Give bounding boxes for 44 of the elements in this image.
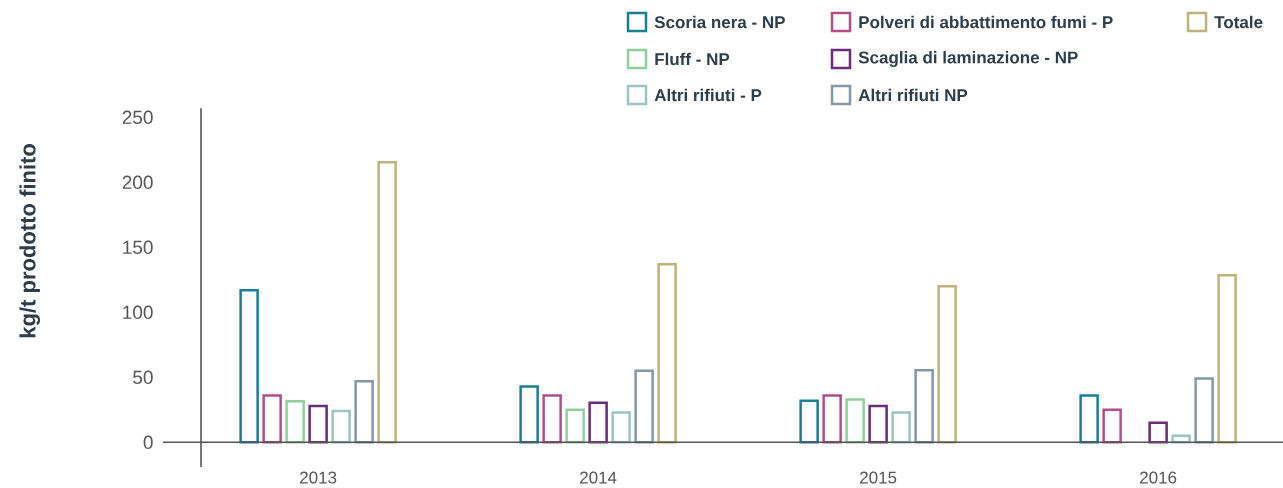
bar (634, 369, 654, 444)
bar (914, 368, 934, 444)
bar (377, 160, 397, 444)
bar (542, 394, 562, 444)
y-tick-label: 50 (133, 370, 153, 385)
legend-label: Totale (1214, 15, 1263, 29)
legend-label: Scaglia di laminazione - NP (858, 51, 1078, 67)
bar (262, 394, 282, 444)
y-tick-label: 0 (143, 435, 153, 450)
legend-label: Altri rifiuti NP (858, 88, 968, 102)
bar (354, 379, 374, 444)
bar (1102, 408, 1122, 444)
legend-label: Polveri di abbattimento fumi - P (859, 15, 1113, 29)
bar (657, 262, 677, 444)
x-tick-label: 2013 (300, 471, 337, 484)
bar (331, 409, 351, 444)
bar (1079, 394, 1099, 444)
legend-label: Scoria nera - NP (654, 15, 785, 29)
bar (1148, 421, 1168, 444)
bar (799, 399, 819, 444)
x-tick-label: 2015 (860, 471, 897, 484)
bar (565, 408, 585, 444)
y-tick-label: 150 (123, 240, 153, 255)
bar (822, 394, 842, 444)
bar (285, 400, 305, 444)
bar (1194, 377, 1214, 444)
bar (308, 404, 328, 444)
y-tick-label: 100 (123, 305, 153, 320)
x-tick-label: 2016 (1140, 471, 1177, 484)
bar (891, 411, 911, 444)
x-tick-label: 2014 (580, 471, 617, 484)
bar (519, 385, 539, 444)
legend-label: Fluff - NP (655, 52, 730, 66)
bar (588, 401, 608, 444)
bar (868, 404, 888, 444)
legend-label: Altri rifiuti - P (654, 88, 762, 102)
bar (1217, 274, 1237, 444)
y-tick-label: 250 (122, 110, 153, 125)
y-tick-label: 200 (122, 175, 153, 190)
bar (239, 288, 259, 444)
bar (937, 285, 957, 444)
bar (845, 398, 865, 444)
y-axis-title: kg/t prodotto finito (19, 144, 41, 338)
bar (611, 411, 631, 444)
